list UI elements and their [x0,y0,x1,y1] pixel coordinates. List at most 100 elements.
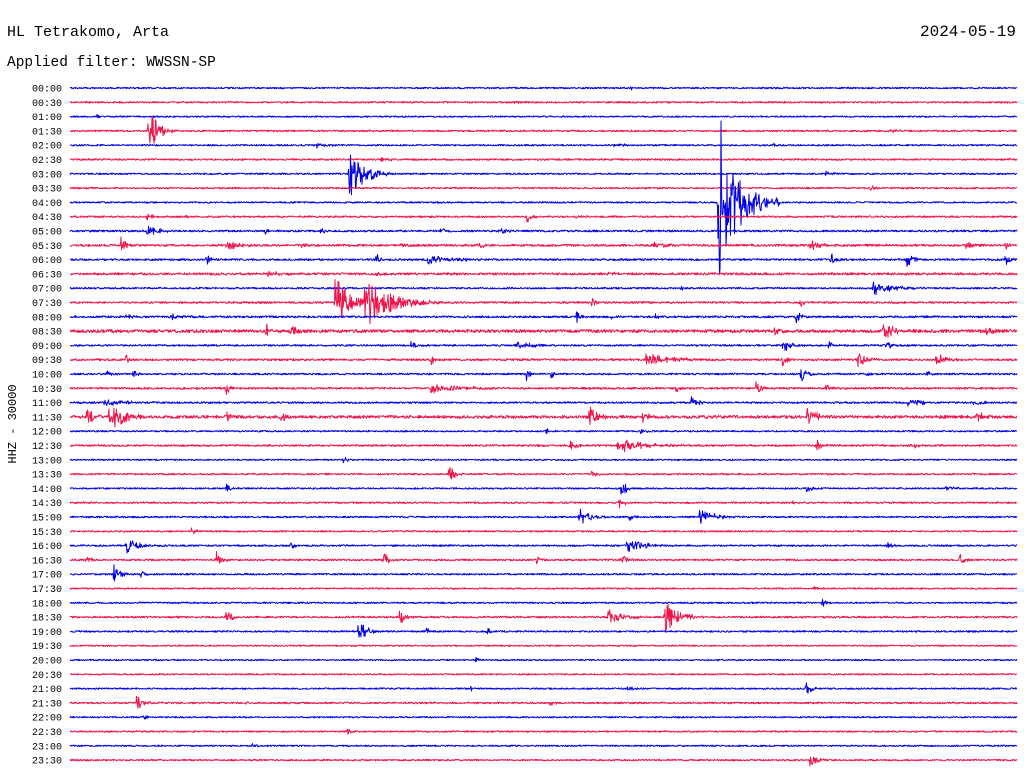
trace-10-30 [69,381,1018,395]
trace-21-30 [69,695,1018,709]
trace-11-30 [69,406,1018,428]
row-label-18-00: 18:00 [32,599,62,610]
row-label-19-30: 19:30 [32,642,62,653]
row-label-15-00: 15:00 [32,514,62,525]
row-labels: 00:00 00:30 01:00 01:30 02:00 02:30 03:00 03:30… [32,85,62,768]
trace-11-00 [69,396,1017,407]
row-label-02-00: 02:00 [32,142,62,153]
row-label-12-30: 12:30 [32,442,62,453]
trace-14-00 [69,483,1018,495]
row-label-05-30: 05:30 [32,242,62,253]
row-label-21-30: 21:30 [32,699,62,710]
row-label-23-30: 23:30 [32,757,62,768]
row-label-16-00: 16:00 [32,542,62,553]
row-label-17-00: 17:00 [32,571,62,582]
row-label-09-30: 09:30 [32,356,62,367]
trace-15-30 [69,527,1018,535]
trace-06-00 [69,253,1018,267]
trace-16-30 [69,551,1018,565]
y-axis-label: HHZ - 30000 [6,384,20,463]
station-title: HL Tetrakomo, Arta [7,24,169,41]
row-label-01-30: 01:30 [32,127,62,138]
trace-19-30 [69,644,1018,647]
row-label-00-00: 00:00 [32,85,62,96]
row-label-14-00: 14:00 [32,485,62,496]
trace-01-00 [69,114,1018,119]
row-label-03-30: 03:30 [32,185,62,196]
trace-18-00 [69,598,1018,607]
trace-03-30 [69,185,1018,191]
row-label-13-30: 13:30 [32,471,62,482]
row-label-07-00: 07:00 [32,285,62,296]
row-label-06-00: 06:00 [32,256,62,267]
row-label-13-00: 13:00 [32,456,62,467]
trace-15-00 [69,508,1018,524]
trace-05-30 [69,236,1018,251]
row-label-20-00: 20:00 [32,657,62,668]
trace-02-00 [69,142,1018,149]
row-label-03-00: 03:00 [32,170,62,181]
trace-22-00 [69,715,1018,720]
row-label-01-00: 01:00 [32,113,62,124]
trace-20-00 [69,656,1018,663]
row-label-12-00: 12:00 [32,428,62,439]
trace-01-30 [69,116,1018,144]
row-label-04-30: 04:30 [32,213,62,224]
trace-13-30 [69,467,1018,480]
trace-09-00 [69,341,1018,351]
row-label-10-30: 10:30 [32,385,62,396]
row-label-23-00: 23:00 [32,742,62,753]
trace-23-00 [69,743,1018,748]
trace-07-30 [69,279,1018,325]
row-label-04-00: 04:00 [32,199,62,210]
trace-13-00 [69,456,1018,464]
row-label-15-30: 15:30 [32,528,62,539]
row-label-06-30: 06:30 [32,270,62,281]
row-label-10-00: 10:00 [32,371,62,382]
row-label-02-30: 02:30 [32,156,62,167]
trace-00-30 [69,100,1018,105]
row-label-08-30: 08:30 [32,328,62,339]
traces [69,86,1018,767]
row-label-05-00: 05:00 [32,228,62,239]
row-label-20-30: 20:30 [32,671,62,682]
row-label-21-00: 21:00 [32,685,62,696]
trace-23-30 [69,756,1017,767]
row-label-14-30: 14:30 [32,499,62,510]
trace-12-30 [69,439,1018,453]
trace-02-30 [69,157,1018,162]
row-label-11-30: 11:30 [32,413,62,424]
trace-09-30 [69,353,1018,368]
trace-04-00 [69,120,1018,275]
trace-19-00 [69,624,1018,638]
row-label-00-30: 00:30 [32,99,62,110]
trace-22-30 [70,728,1018,735]
row-label-11-00: 11:00 [32,399,62,410]
row-label-17-30: 17:30 [32,585,62,596]
trace-12-00 [69,428,1018,434]
trace-08-30 [69,323,1018,338]
date-label: 2024-05-19 [920,23,1016,41]
row-label-09-00: 09:00 [32,342,62,353]
row-label-18-30: 18:30 [32,614,62,625]
trace-18-30 [69,603,1018,631]
trace-21-00 [69,682,1018,694]
trace-20-30 [69,673,1017,676]
trace-06-30 [69,270,1018,278]
row-label-16-30: 16:30 [32,556,62,567]
row-label-22-30: 22:30 [32,728,62,739]
trace-04-30 [69,213,1018,223]
trace-07-00 [69,281,1018,296]
row-label-08-00: 08:00 [32,313,62,324]
trace-17-30 [69,585,1018,591]
trace-16-00 [69,540,1018,554]
row-label-19-00: 19:00 [32,628,62,639]
trace-17-00 [69,564,1018,582]
row-label-07-30: 07:30 [32,299,62,310]
trace-14-30 [69,499,1018,509]
trace-05-00 [69,225,1018,235]
filter-label: Applied filter: WWSSN-SP [7,55,216,71]
trace-08-00 [69,311,1018,324]
row-label-22-00: 22:00 [32,714,62,725]
